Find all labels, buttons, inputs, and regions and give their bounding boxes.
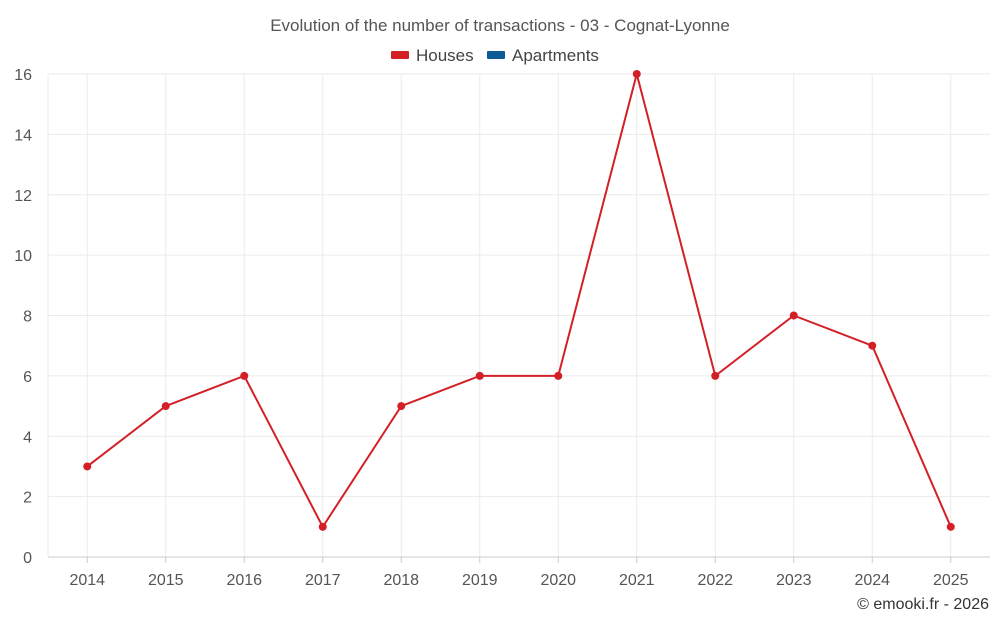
y-tick-label: 16 xyxy=(14,67,32,84)
data-point-houses-2020[interactable] xyxy=(554,371,563,380)
x-tick-label: 2020 xyxy=(540,572,576,589)
x-tick-label: 2021 xyxy=(619,572,655,589)
y-tick-label: 0 xyxy=(23,550,32,567)
data-point-houses-2024[interactable] xyxy=(868,341,877,350)
y-tick-label: 8 xyxy=(23,309,32,326)
data-point-houses-2017[interactable] xyxy=(318,522,327,531)
x-tick-label: 2024 xyxy=(854,572,890,589)
x-tick-label: 2015 xyxy=(148,572,184,589)
legend: Houses Apartments xyxy=(391,46,599,65)
x-tick-label: 2014 xyxy=(69,572,105,589)
y-tick-label: 12 xyxy=(14,188,32,205)
y-tick-label: 4 xyxy=(23,429,32,446)
data-point-houses-2014[interactable] xyxy=(83,462,92,471)
legend-swatch-apartments xyxy=(487,51,505,59)
y-tick-label: 10 xyxy=(14,248,32,265)
data-point-houses-2023[interactable] xyxy=(789,311,798,320)
legend-swatch-houses xyxy=(391,51,409,59)
x-tick-label: 2023 xyxy=(776,572,812,589)
chart-title: Evolution of the number of transactions … xyxy=(270,16,730,35)
data-point-houses-2021[interactable] xyxy=(632,70,641,78)
x-axis-ticks: 2014 2015 2016 2017 2018 2019 2020 2021 2022 2023… xyxy=(69,572,968,589)
credit-text: © emooki.fr - 2026 xyxy=(857,596,989,613)
data-point-houses-2025[interactable] xyxy=(946,522,955,531)
y-tick-label: 14 xyxy=(14,127,32,144)
legend-item-apartments[interactable]: Apartments xyxy=(487,46,599,65)
legend-label-apartments: Apartments xyxy=(512,46,599,65)
axes xyxy=(47,74,990,563)
legend-item-houses[interactable]: Houses xyxy=(391,46,474,65)
legend-label-houses: Houses xyxy=(416,46,474,65)
data-point-houses-2018[interactable] xyxy=(397,402,406,411)
x-tick-label: 2017 xyxy=(305,572,341,589)
x-tick-label: 2016 xyxy=(226,572,262,589)
data-point-houses-2022[interactable] xyxy=(711,371,720,380)
grid xyxy=(48,73,990,557)
y-tick-label: 6 xyxy=(23,369,32,386)
x-tick-label: 2025 xyxy=(933,572,969,589)
x-tick-label: 2019 xyxy=(462,572,498,589)
x-tick-label: 2018 xyxy=(383,572,419,589)
series-line-houses xyxy=(86,73,952,528)
y-tick-label: 2 xyxy=(23,490,32,507)
series-houses xyxy=(83,70,955,531)
x-tick-label: 2022 xyxy=(697,572,733,589)
y-axis-ticks: 0 2 4 6 8 10 12 14 16 xyxy=(14,67,32,567)
data-point-houses-2016[interactable] xyxy=(240,371,249,380)
data-point-houses-2015[interactable] xyxy=(161,402,170,411)
data-point-houses-2019[interactable] xyxy=(475,371,484,380)
